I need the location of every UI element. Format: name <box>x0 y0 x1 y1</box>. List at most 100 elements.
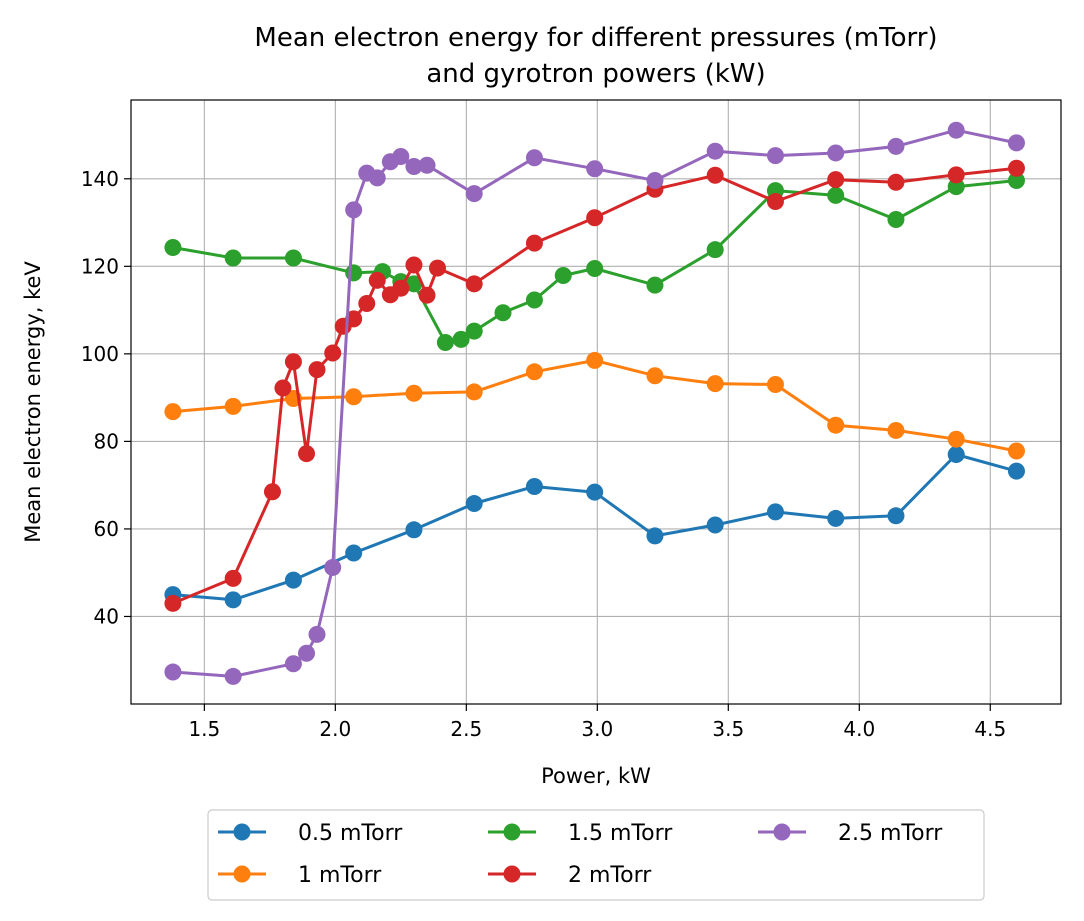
data-point-0-5-mtorr <box>525 477 543 495</box>
data-point-2-mtorr <box>274 379 292 397</box>
data-point-1-mtorr <box>827 416 845 434</box>
data-point-2-mtorr <box>345 310 363 328</box>
data-point-2-5-mtorr <box>224 667 242 685</box>
data-point-2-5-mtorr <box>392 147 410 165</box>
data-point-0-5-mtorr <box>887 507 905 525</box>
data-point-2-5-mtorr <box>308 625 326 643</box>
y-tick-label: 100 <box>81 342 119 366</box>
data-point-2-mtorr <box>429 259 447 277</box>
data-point-1-mtorr <box>164 403 182 421</box>
data-point-2-mtorr <box>418 286 436 304</box>
data-point-1-5-mtorr <box>887 210 905 228</box>
data-point-1-mtorr <box>525 363 543 381</box>
data-point-1-mtorr <box>465 383 483 401</box>
legend: 0.5 mTorr 1 mTorr 1.5 mTorr 2 mTorr 2.5 mTor… <box>207 809 985 901</box>
data-point-2-mtorr <box>284 353 302 371</box>
chart-title-line-2: and gyrotron powers (kW) <box>426 59 765 89</box>
data-point-1-mtorr <box>345 388 363 406</box>
y-tick-label: 80 <box>94 429 119 453</box>
legend-marker <box>233 865 251 883</box>
data-point-2-5-mtorr <box>164 663 182 681</box>
y-tick-label: 60 <box>94 517 119 541</box>
legend-item-1-5-mtorr: 1.5 mTorr <box>488 821 673 846</box>
data-point-1-5-mtorr <box>827 186 845 204</box>
data-point-2-5-mtorr <box>324 558 342 576</box>
data-point-2-5-mtorr <box>766 147 784 165</box>
data-point-1-mtorr <box>1007 442 1025 460</box>
data-point-0-5-mtorr <box>947 446 965 464</box>
x-tick-label: 4.0 <box>843 717 875 741</box>
data-point-0-5-mtorr <box>345 544 363 562</box>
data-point-2-5-mtorr <box>298 644 316 662</box>
data-point-2-mtorr <box>308 361 326 379</box>
data-point-2-mtorr <box>706 166 724 184</box>
data-point-1-5-mtorr <box>345 264 363 282</box>
data-point-1-5-mtorr <box>284 249 302 267</box>
data-point-0-5-mtorr <box>1007 462 1025 480</box>
data-point-0-5-mtorr <box>405 521 423 539</box>
data-point-1-mtorr <box>887 421 905 439</box>
data-point-2-mtorr <box>405 256 423 274</box>
data-point-2-5-mtorr <box>525 149 543 167</box>
data-point-1-5-mtorr <box>465 322 483 340</box>
series-0-5-mtorr <box>164 446 1025 609</box>
legend-item-2-5-mtorr: 2.5 mTorr <box>758 821 943 846</box>
data-point-1-5-mtorr <box>405 275 423 293</box>
data-point-2-mtorr <box>465 275 483 293</box>
data-point-2-mtorr <box>368 271 386 289</box>
data-point-2-mtorr <box>324 344 342 362</box>
data-point-2-mtorr <box>887 173 905 191</box>
data-point-1-5-mtorr <box>646 276 664 294</box>
data-point-1-mtorr <box>405 384 423 402</box>
data-point-2-5-mtorr <box>284 655 302 673</box>
legend-item-1-mtorr: 1 mTorr <box>218 863 382 888</box>
data-point-2-5-mtorr <box>586 160 604 178</box>
legend-marker <box>773 823 791 841</box>
data-point-1-mtorr <box>586 351 604 369</box>
y-tick-label: 40 <box>94 604 119 628</box>
data-point-2-5-mtorr <box>368 169 386 187</box>
data-point-1-5-mtorr <box>947 178 965 196</box>
data-point-2-mtorr <box>586 209 604 227</box>
data-point-1-5-mtorr <box>525 291 543 309</box>
data-point-1-5-mtorr <box>436 333 454 351</box>
data-point-2-5-mtorr <box>827 144 845 162</box>
data-point-2-mtorr <box>263 483 281 501</box>
data-point-2-5-mtorr <box>465 185 483 203</box>
legend-label: 0.5 mTorr <box>298 821 403 846</box>
legend-item-0-5-mtorr: 0.5 mTorr <box>218 821 403 846</box>
data-point-0-5-mtorr <box>827 509 845 527</box>
data-point-2-mtorr <box>766 193 784 211</box>
data-point-2-mtorr <box>947 166 965 184</box>
data-point-2-5-mtorr <box>405 158 423 176</box>
data-point-0-5-mtorr <box>586 483 604 501</box>
data-point-1-mtorr <box>947 430 965 448</box>
x-tick-label: 2.5 <box>450 717 482 741</box>
data-point-1-5-mtorr <box>554 267 572 285</box>
data-point-1-5-mtorr <box>706 241 724 259</box>
x-tick-label: 3.5 <box>712 717 744 741</box>
data-point-1-5-mtorr <box>164 238 182 256</box>
data-point-2-mtorr <box>164 594 182 612</box>
legend-label: 2 mTorr <box>568 863 652 888</box>
data-point-2-5-mtorr <box>418 156 436 174</box>
x-tick-label: 4.5 <box>974 717 1006 741</box>
data-point-2-mtorr <box>358 295 376 313</box>
data-point-2-5-mtorr <box>1007 134 1025 152</box>
legend-item-2-mtorr: 2 mTorr <box>488 863 652 888</box>
legend-marker <box>233 823 251 841</box>
data-point-2-mtorr <box>224 569 242 587</box>
data-point-1-mtorr <box>646 367 664 385</box>
data-point-1-mtorr <box>706 375 724 393</box>
series-2-5-mtorr <box>164 121 1025 685</box>
data-point-2-5-mtorr <box>947 121 965 139</box>
data-point-0-5-mtorr <box>284 571 302 589</box>
legend-label: 1.5 mTorr <box>568 821 673 846</box>
x-tick-label: 3.0 <box>581 717 613 741</box>
data-point-2-5-mtorr <box>646 172 664 190</box>
data-point-1-mtorr <box>766 375 784 393</box>
data-point-2-mtorr <box>827 171 845 189</box>
ticks: 1.5 2.0 2.5 3.0 3.5 4.0 4.5 40 60 80 100 120 140 <box>81 167 1006 741</box>
